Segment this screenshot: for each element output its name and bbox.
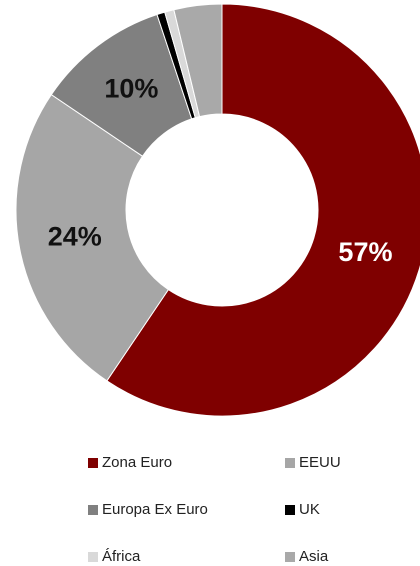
- legend-swatch: [285, 505, 295, 515]
- legend-swatch: [285, 552, 295, 562]
- legend-label: Zona Euro: [102, 454, 172, 471]
- legend-label: África: [102, 548, 141, 565]
- legend-label: Europa Ex Euro: [102, 501, 208, 518]
- value-label: 10%: [104, 74, 158, 104]
- legend-label: UK: [299, 501, 320, 518]
- donut-segment: [106, 3, 420, 417]
- value-label: 57%: [338, 237, 392, 267]
- donut-segment: [173, 3, 223, 118]
- legend-swatch: [88, 458, 98, 468]
- donut-segment: [15, 93, 170, 382]
- legend-swatch: [88, 552, 98, 562]
- legend-swatch: [285, 458, 295, 468]
- legend-label: Asia: [299, 548, 329, 565]
- value-label: 24%: [48, 222, 102, 252]
- legend-swatch: [88, 505, 98, 515]
- legend-label: EEUU: [299, 454, 341, 471]
